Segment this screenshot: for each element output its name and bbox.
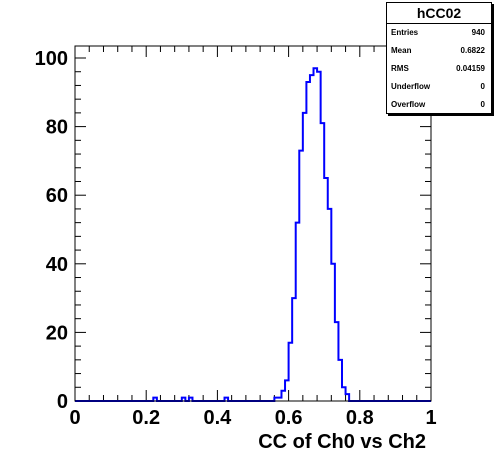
x-tick-label: 1 [425, 407, 436, 429]
axis-ticks [74, 46, 432, 402]
x-tick-label: 0.8 [346, 407, 374, 429]
tick-labels: 0 0.2 0.4 0.6 0.8 1 0 20 40 60 80 100 [35, 48, 437, 429]
stats-title: hCC02 [387, 3, 491, 24]
histogram-line [75, 67, 431, 402]
stats-row-underflow: Underflow 0 [387, 78, 491, 96]
x-tick-label: 0 [69, 407, 80, 429]
stats-label: Mean [391, 46, 412, 55]
stats-value: 0 [480, 82, 485, 91]
stats-row-mean: Mean 0.6822 [387, 42, 491, 60]
plot-frame [74, 45, 432, 402]
stats-label: Entries [391, 28, 419, 37]
stats-row-rms: RMS 0.04159 [387, 60, 491, 78]
x-tick-label: 0.6 [275, 407, 303, 429]
y-tick-label: 80 [46, 117, 68, 139]
stats-row-entries: Entries 940 [387, 24, 491, 42]
stats-value: 0.6822 [460, 46, 485, 55]
x-tick-label: 0.4 [203, 407, 232, 429]
y-tick-label: 0 [57, 391, 68, 413]
stats-value: 0 [480, 100, 485, 109]
stats-label: RMS [391, 64, 409, 73]
stats-value: 940 [471, 28, 485, 37]
x-tick-label: 0.2 [132, 407, 160, 429]
y-tick-label: 20 [46, 322, 68, 344]
y-tick-label: 100 [35, 48, 68, 70]
stats-label: Underflow [391, 82, 431, 91]
y-tick-label: 60 [46, 185, 68, 207]
stats-label: Overflow [391, 100, 426, 109]
stats-value: 0.04159 [456, 64, 485, 73]
x-axis-label: CC of Ch0 vs Ch2 [258, 431, 426, 453]
stats-box: hCC02 Entries 940 Mean 0.6822 RMS 0.04159 Unde… [386, 2, 492, 114]
y-tick-label: 40 [46, 254, 68, 276]
stats-row-overflow: Overflow 0 [387, 96, 491, 114]
